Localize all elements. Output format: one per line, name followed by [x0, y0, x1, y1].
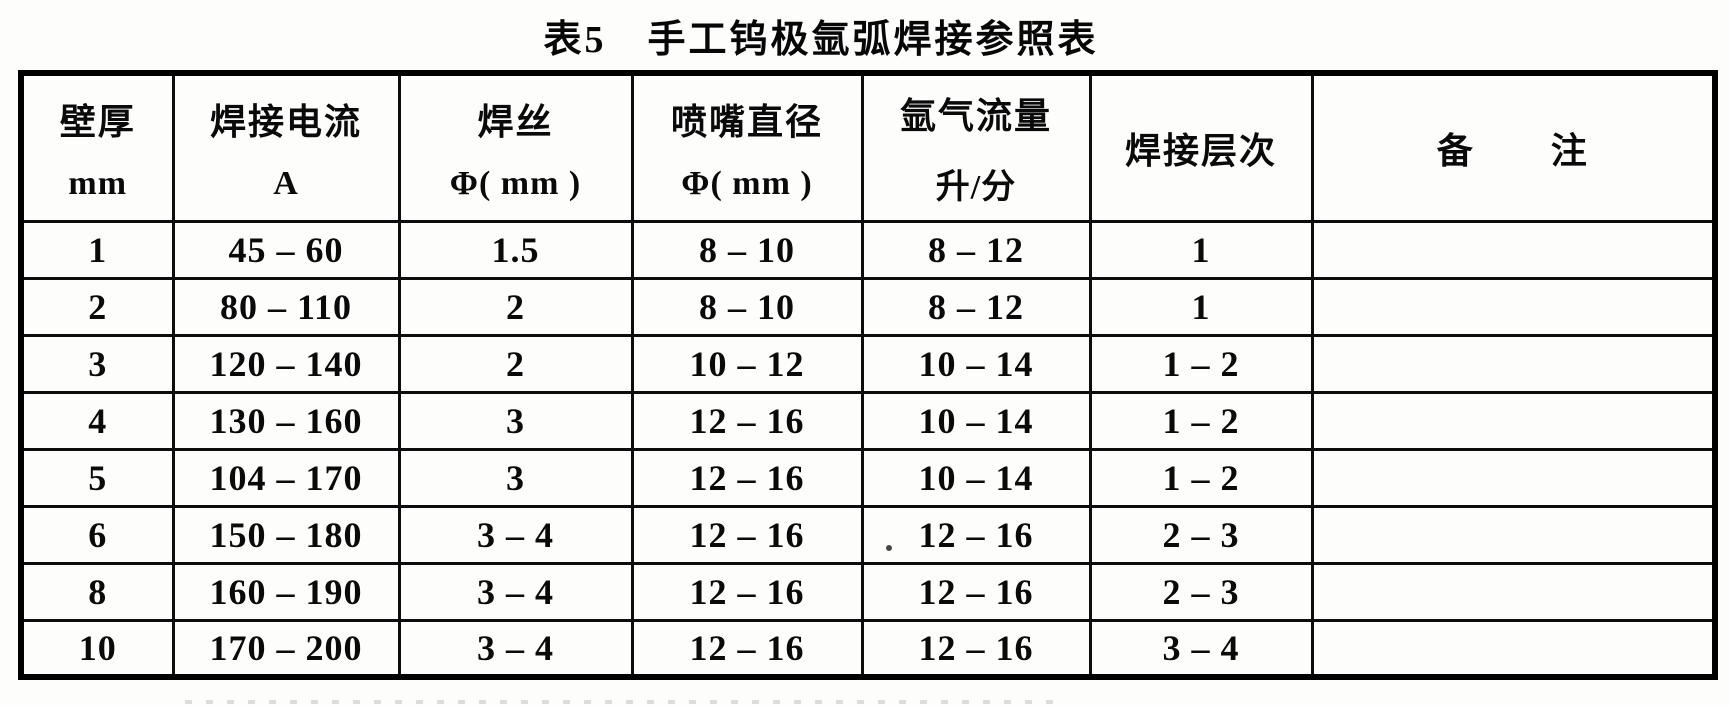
- cell-nozzle-diameter: 12 – 16: [630, 504, 864, 565]
- cell-remarks: [1310, 333, 1717, 394]
- header-unit: Φ( mm ): [681, 164, 813, 202]
- header-unit: A: [273, 164, 299, 202]
- welding-reference-table: 壁厚 mm 焊接电流 A 焊丝 Φ( mm ): [18, 70, 1718, 680]
- header-label: 氩气流量: [899, 96, 1052, 137]
- cell-weld-passes: 2 – 3: [1088, 561, 1314, 622]
- cell-remarks: [1310, 618, 1717, 679]
- header-label: 焊丝: [477, 101, 554, 142]
- cell-nozzle-diameter: 12 – 16: [630, 561, 864, 622]
- cell-remarks: [1310, 219, 1717, 280]
- cell-nozzle-diameter: 10 – 12: [630, 333, 864, 394]
- cell-filler-wire: 3 – 4: [397, 504, 634, 565]
- header-unit: Φ( mm ): [449, 164, 582, 202]
- cell-nozzle-diameter: 12 – 16: [630, 447, 864, 508]
- cell-argon-flow: 8 – 12: [860, 276, 1092, 337]
- cell-filler-wire: 2: [397, 333, 634, 394]
- table-row: 2 80 – 110 2 8 – 10 8 – 12 1: [19, 276, 1717, 337]
- cell-remarks: [1310, 504, 1717, 565]
- table-row: 5 104 – 170 3 12 – 16 10 – 14 1 – 2: [19, 447, 1717, 508]
- cell-weld-passes: 3 – 4: [1088, 618, 1314, 679]
- cell-welding-current: 120 – 140: [171, 333, 401, 394]
- cell-argon-flow: 8 – 12: [860, 219, 1092, 280]
- table-row: 8 160 – 190 3 – 4 12 – 16 12 – 16 2 – 3: [19, 561, 1717, 622]
- cell-weld-passes: 1 – 2: [1088, 447, 1314, 508]
- cell-filler-wire: 2: [397, 276, 634, 337]
- cell-weld-passes: 2 – 3: [1088, 504, 1314, 565]
- cell-wall-thickness: 1: [19, 219, 175, 280]
- cell-welding-current: 160 – 190: [171, 561, 401, 622]
- col-header-argon-flow: 氩气流量 升/分: [860, 71, 1092, 223]
- cell-remarks: [1310, 561, 1717, 622]
- table-row: 4 130 – 160 3 12 – 16 10 – 14 1 – 2: [19, 390, 1717, 451]
- table-row: 1 45 – 60 1.5 8 – 10 8 – 12 1: [19, 219, 1717, 280]
- cell-filler-wire: 3 – 4: [397, 561, 634, 622]
- cell-argon-flow: 10 – 14: [860, 333, 1092, 394]
- cell-filler-wire: 3: [397, 447, 634, 508]
- cell-welding-current: 45 – 60: [171, 219, 401, 280]
- cell-argon-flow: 10 – 14: [860, 447, 1092, 508]
- header-label: 焊接电流: [209, 101, 362, 142]
- cell-wall-thickness: 8: [19, 561, 175, 622]
- cell-remarks: [1310, 276, 1717, 337]
- col-header-remarks: 备 注: [1310, 71, 1717, 223]
- cell-weld-passes: 1 – 2: [1088, 390, 1314, 451]
- header-unit: mm: [68, 164, 128, 202]
- cell-filler-wire: 3 – 4: [397, 618, 634, 679]
- col-header-weld-passes: 焊接层次: [1088, 71, 1314, 223]
- scan-speck: [886, 545, 892, 551]
- cell-remarks: [1310, 390, 1717, 451]
- cell-welding-current: 80 – 110: [171, 276, 401, 337]
- header-row: 壁厚 mm 焊接电流 A 焊丝 Φ( mm ): [19, 71, 1717, 223]
- header-label: 壁厚: [59, 101, 136, 142]
- col-header-nozzle-diameter: 喷嘴直径 Φ( mm ): [630, 71, 864, 223]
- cell-wall-thickness: 10: [19, 618, 175, 679]
- col-header-wall-thickness: 壁厚 mm: [19, 71, 175, 223]
- header-label: 备 注: [1436, 130, 1589, 171]
- header-label: 焊接层次: [1124, 130, 1277, 171]
- scan-artifact: [185, 700, 1065, 704]
- cell-filler-wire: 1.5: [397, 219, 634, 280]
- col-header-welding-current: 焊接电流 A: [171, 71, 401, 223]
- table-row: 6 150 – 180 3 – 4 12 – 16 12 – 16 2 – 3: [19, 504, 1717, 565]
- cell-wall-thickness: 5: [19, 447, 175, 508]
- cell-welding-current: 104 – 170: [171, 447, 401, 508]
- cell-remarks: [1310, 447, 1717, 508]
- cell-filler-wire: 3: [397, 390, 634, 451]
- cell-welding-current: 170 – 200: [171, 618, 401, 679]
- cell-argon-flow: 12 – 16: [860, 618, 1092, 679]
- cell-wall-thickness: 2: [19, 276, 175, 337]
- table-row: 3 120 – 140 2 10 – 12 10 – 14 1 – 2: [19, 333, 1717, 394]
- cell-welding-current: 150 – 180: [171, 504, 401, 565]
- cell-weld-passes: 1 – 2: [1088, 333, 1314, 394]
- cell-wall-thickness: 3: [19, 333, 175, 394]
- header-label: 喷嘴直径: [670, 101, 823, 142]
- cell-wall-thickness: 4: [19, 390, 175, 451]
- cell-argon-flow: 12 – 16: [860, 504, 1092, 565]
- table-body: 1 45 – 60 1.5 8 – 10 8 – 12 1 2 80 – 110…: [19, 219, 1717, 679]
- table-row: 10 170 – 200 3 – 4 12 – 16 12 – 16 3 – 4: [19, 618, 1717, 679]
- cell-nozzle-diameter: 8 – 10: [630, 276, 864, 337]
- cell-nozzle-diameter: 8 – 10: [630, 219, 864, 280]
- cell-nozzle-diameter: 12 – 16: [630, 390, 864, 451]
- header-unit: 升/分: [935, 169, 1017, 207]
- cell-welding-current: 130 – 160: [171, 390, 401, 451]
- table-title: 表5 手工钨极氩弧焊接参照表: [543, 19, 1099, 61]
- cell-argon-flow: 12 – 16: [860, 561, 1092, 622]
- cell-nozzle-diameter: 12 – 16: [630, 618, 864, 679]
- cell-weld-passes: 1: [1088, 276, 1314, 337]
- col-header-filler-wire: 焊丝 Φ( mm ): [397, 71, 634, 223]
- cell-weld-passes: 1: [1088, 219, 1314, 280]
- cell-wall-thickness: 6: [19, 504, 175, 565]
- cell-argon-flow: 10 – 14: [860, 390, 1092, 451]
